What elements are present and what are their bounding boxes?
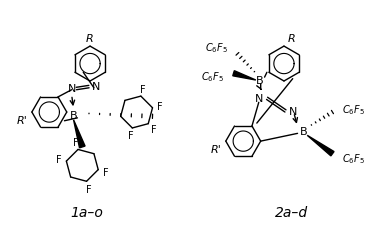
Text: $C_6F_5$: $C_6F_5$ [342,103,365,116]
Text: 1a–o: 1a–o [71,205,104,219]
Polygon shape [233,71,256,81]
Polygon shape [307,136,334,156]
Text: $C_6F_5$: $C_6F_5$ [342,151,365,165]
Text: F: F [86,184,91,194]
Text: 2a–d: 2a–d [275,205,308,219]
Text: B: B [256,76,263,86]
Text: F: F [151,125,157,135]
Text: B: B [299,127,307,137]
Text: $C_6F_5$: $C_6F_5$ [201,70,224,84]
Text: F: F [103,167,108,177]
Text: N: N [68,83,76,93]
Text: N: N [289,107,297,116]
Text: F: F [56,154,62,164]
Text: F: F [73,137,79,147]
Text: F: F [157,101,163,111]
Text: $C_6F_5$: $C_6F_5$ [205,41,228,55]
Text: F: F [140,84,146,94]
Text: N: N [255,94,263,104]
Text: B: B [70,111,78,120]
Text: R: R [86,34,94,44]
Text: F: F [128,131,133,141]
Text: R': R' [17,115,27,125]
Polygon shape [73,120,85,148]
Text: R: R [288,34,296,44]
Text: N: N [92,81,100,91]
Text: R': R' [211,144,221,154]
